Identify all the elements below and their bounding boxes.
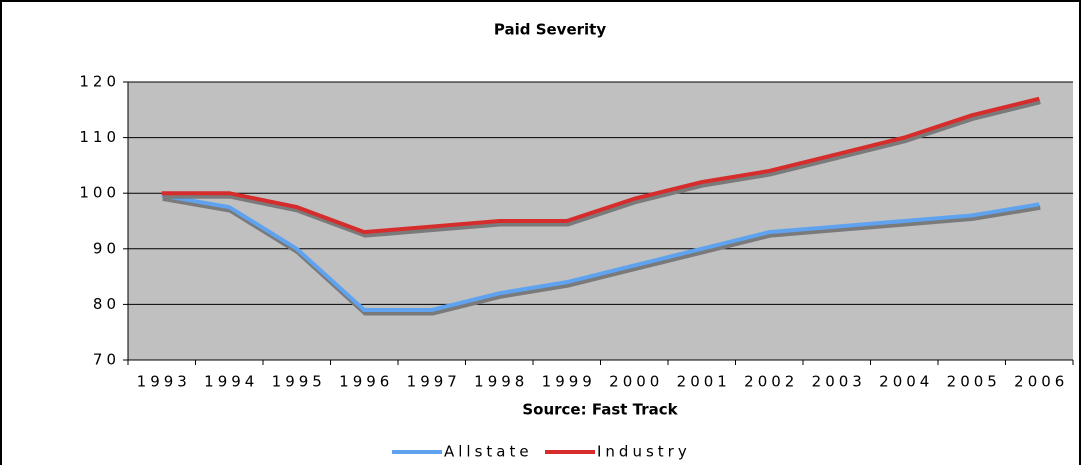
x-tick-label: 2005 bbox=[947, 373, 1001, 391]
y-tick-label: 110 bbox=[79, 128, 120, 146]
x-tick-label: 1993 bbox=[137, 373, 191, 391]
x-tick-label: 2000 bbox=[609, 373, 663, 391]
y-tick-label: 90 bbox=[93, 239, 120, 257]
chart-title: Paid Severity bbox=[494, 21, 606, 39]
x-tick-label: 2003 bbox=[812, 373, 866, 391]
x-axis-title: Source: Fast Track bbox=[522, 401, 678, 419]
legend-label: Industry bbox=[597, 443, 691, 461]
x-tick-label: 1995 bbox=[272, 373, 326, 391]
x-tick-label: 2001 bbox=[677, 373, 731, 391]
y-tick-label: 70 bbox=[93, 351, 120, 369]
x-tick-label: 1997 bbox=[407, 373, 461, 391]
x-tick-label: 2004 bbox=[879, 373, 933, 391]
series-line bbox=[161, 193, 1040, 312]
line-shadow bbox=[162, 99, 1041, 238]
y-tick-label: 100 bbox=[79, 184, 120, 202]
y-tick-label: 80 bbox=[93, 295, 120, 313]
x-tick-label: 1996 bbox=[339, 373, 393, 391]
x-tick-label: 2006 bbox=[1014, 373, 1068, 391]
x-tick-label: 1999 bbox=[542, 373, 596, 391]
x-tick-label: 2002 bbox=[744, 373, 798, 391]
legend-label: Allstate bbox=[444, 443, 533, 461]
x-tick-label: 1994 bbox=[204, 373, 258, 391]
x-tick-label: 1998 bbox=[474, 373, 528, 391]
series-line bbox=[161, 96, 1040, 235]
y-tick-label: 120 bbox=[79, 73, 120, 91]
